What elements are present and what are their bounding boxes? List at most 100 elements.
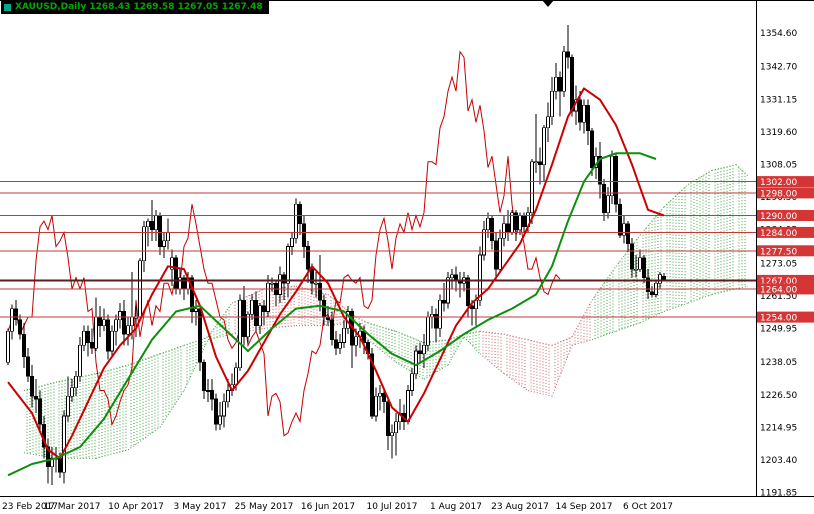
cloud-span-top: [571, 299, 593, 338]
candle-body: [466, 277, 470, 307]
candle-body: [58, 457, 62, 473]
horizontal-levels: [0, 181, 756, 318]
candle-body: [478, 254, 482, 301]
candle-body: [202, 361, 206, 391]
candle-body: [206, 390, 210, 392]
candle-body: [246, 313, 250, 338]
price-scale-label: 1342.70: [760, 63, 797, 73]
level-price-box: [757, 187, 814, 199]
candle-body: [214, 398, 218, 425]
candle-body: [130, 316, 134, 326]
candle-body: [182, 277, 186, 290]
candle-body: [330, 319, 334, 340]
cloud-span-bottom: [395, 361, 425, 380]
candle-body: [310, 268, 314, 284]
candle-body: [374, 395, 378, 417]
cloud-span-top: [207, 302, 233, 338]
candle-body: [378, 393, 382, 397]
cloud-span-bottom: [663, 302, 689, 312]
price-scale-label: 1319.60: [760, 128, 797, 138]
candle-body: [70, 387, 74, 397]
candle-body: [630, 243, 634, 270]
candle-body: [502, 223, 506, 239]
candle-body: [482, 229, 486, 256]
candle-body: [506, 223, 510, 233]
candle-body: [322, 299, 326, 318]
candle-body: [294, 203, 298, 239]
candle-body: [286, 246, 290, 284]
candle-body: [614, 155, 618, 205]
candle-body: [298, 203, 302, 225]
candle-body: [82, 330, 86, 346]
chikou-span-line: [7, 50, 561, 437]
candle-body: [498, 237, 502, 270]
candle-body: [26, 356, 30, 377]
candle-body: [354, 336, 358, 346]
level-price-text: 1290.00: [760, 212, 797, 222]
price-scale-label: 1273.05: [760, 259, 797, 269]
price-scale-label: 1238.05: [760, 358, 797, 368]
candle-body: [90, 342, 94, 349]
candle-body: [514, 212, 518, 230]
cloud-span-top: [55, 373, 97, 383]
candle-body: [646, 277, 650, 293]
candle-body: [74, 376, 78, 388]
candle-body: [110, 330, 114, 352]
cloud-span-top: [295, 285, 329, 295]
candle-body: [602, 184, 606, 213]
candle-body: [570, 56, 574, 112]
level-price-text: 1254.00: [760, 314, 797, 324]
candle-body: [38, 398, 42, 425]
candle-body: [406, 390, 410, 422]
candle-body: [642, 257, 646, 278]
price-scale-label: 1261.50: [760, 292, 797, 302]
date-label: 3 May 2017: [174, 502, 227, 512]
candle-body: [78, 345, 82, 377]
cloud-span-bottom: [615, 322, 641, 332]
candle-body: [162, 240, 166, 247]
candle-body: [302, 223, 306, 247]
cloud-span-top: [159, 344, 185, 355]
candle-body: [370, 353, 374, 417]
cloud-span-bottom: [687, 294, 713, 304]
candle-body: [470, 305, 474, 309]
candle-body: [170, 257, 174, 270]
date-label: 10 Apr 2017: [108, 502, 164, 512]
candle-body: [522, 215, 526, 228]
date-label: 23 Aug 2017: [491, 502, 549, 512]
candle-body: [606, 195, 610, 213]
cloud-span-bottom: [127, 426, 161, 451]
ichimoku-cloud: [23, 164, 749, 459]
price-scale-label: 1331.15: [760, 95, 797, 105]
cloud-span-bottom: [591, 330, 617, 341]
level-price-text: 1298.00: [760, 189, 797, 199]
candle-body: [490, 218, 494, 242]
candle-body: [210, 390, 214, 400]
candle-body: [146, 220, 150, 228]
cloud-span-top: [615, 234, 641, 267]
candle-body: [98, 316, 102, 326]
candle-body: [398, 412, 402, 422]
candle-body: [14, 308, 18, 321]
level-price-text: 1302.00: [760, 178, 797, 188]
candle-body: [314, 282, 318, 285]
cloud-span-bottom: [183, 339, 209, 391]
level-price-box: [757, 274, 814, 286]
date-label: 1 Aug 2017: [430, 502, 482, 512]
chart-shift-marker[interactable]: [542, 0, 554, 7]
candle-body: [114, 319, 118, 332]
candle-body: [334, 339, 338, 349]
price-scale-label: 1226.50: [760, 391, 797, 401]
candle-body: [414, 350, 418, 374]
candle-body: [658, 274, 662, 284]
candle-body: [530, 161, 534, 213]
level-price-box: [757, 226, 814, 238]
level-price-box: [757, 311, 814, 323]
cloud-span-top: [591, 266, 617, 301]
tenkan-sen-line: [7, 87, 665, 460]
candle-body: [106, 319, 110, 352]
price-scale[interactable]: 1354.601342.701331.151319.601308.051296.…: [760, 29, 797, 499]
